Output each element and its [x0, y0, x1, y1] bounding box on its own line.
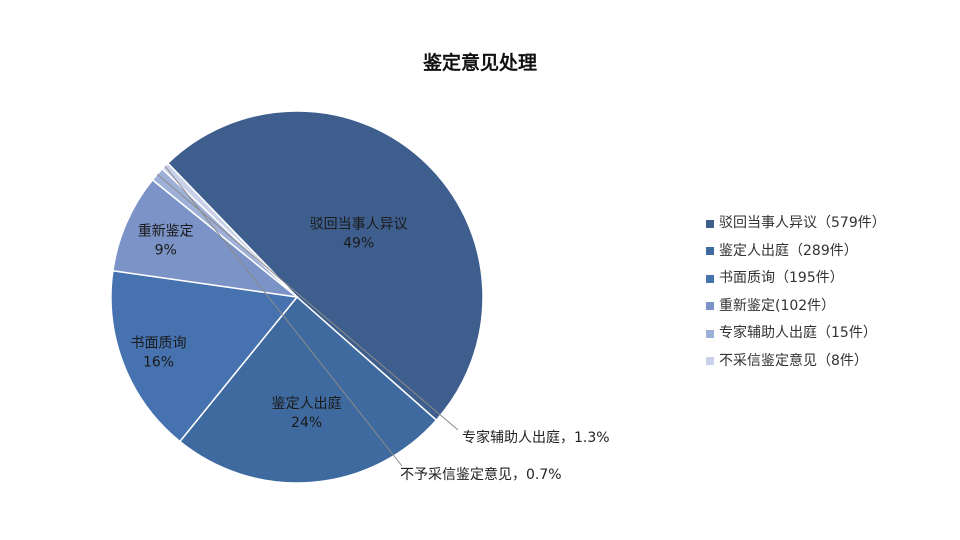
legend-label-4: 重新鉴定(102件）: [719, 297, 836, 314]
legend-item-3: 书面质询（195件）: [706, 265, 886, 293]
legend-swatch-2: [706, 247, 714, 256]
legend-item-4: 重新鉴定(102件）: [706, 293, 886, 321]
legend-label-3: 书面质询（195件）: [719, 270, 844, 286]
legend-label-1: 驳回当事人异议（579件）: [719, 215, 886, 231]
legend-item-5: 专家辅助人出庭（15件）: [706, 320, 886, 348]
legend-swatch-1: [706, 219, 714, 228]
slice-label-4: 重新鉴定 9%: [138, 224, 194, 259]
legend-item-1: 驳回当事人异议（579件）: [706, 210, 886, 238]
slice-label-1: 驳回当事人异议 49%: [310, 217, 408, 252]
legend-label-2: 鉴定人出庭（289件）: [719, 242, 858, 259]
legend-swatch-4: [706, 302, 714, 311]
legend: 驳回当事人异议（579件） 鉴定人出庭（289件） 书面质询（195件） 重新鉴定(1…: [706, 210, 886, 375]
legend-swatch-5: [706, 329, 714, 338]
pie-slice-1: [166, 110, 484, 422]
chart-title: 鉴定意见处理: [422, 52, 537, 74]
leader-line-6: [164, 165, 403, 467]
legend-swatch-3: [706, 274, 714, 283]
slice-label-2: 鉴定人出庭 24%: [272, 395, 342, 431]
legend-swatch-6: [706, 357, 714, 366]
slice-label-3: 书面质询 16%: [131, 335, 187, 370]
pie-slice-3: [110, 269, 299, 443]
leader-line-5: [156, 173, 459, 431]
pie-slice-6: [161, 162, 298, 298]
outside-label-5: 专家辅助人出庭，1.3%: [462, 429, 610, 446]
outside-label-6: 不予采信鉴定意见，0.7%: [400, 466, 562, 483]
legend-item-6: 不采信鉴定意见（8件）: [706, 348, 886, 376]
legend-item-2: 鉴定人出庭（289件）: [706, 238, 886, 266]
pie-slice-2: [178, 295, 438, 484]
pie-slice-4: [112, 178, 300, 299]
legend-label-6: 不采信鉴定意见（8件）: [719, 352, 868, 369]
legend-label-5: 专家辅助人出庭（15件）: [719, 325, 877, 341]
